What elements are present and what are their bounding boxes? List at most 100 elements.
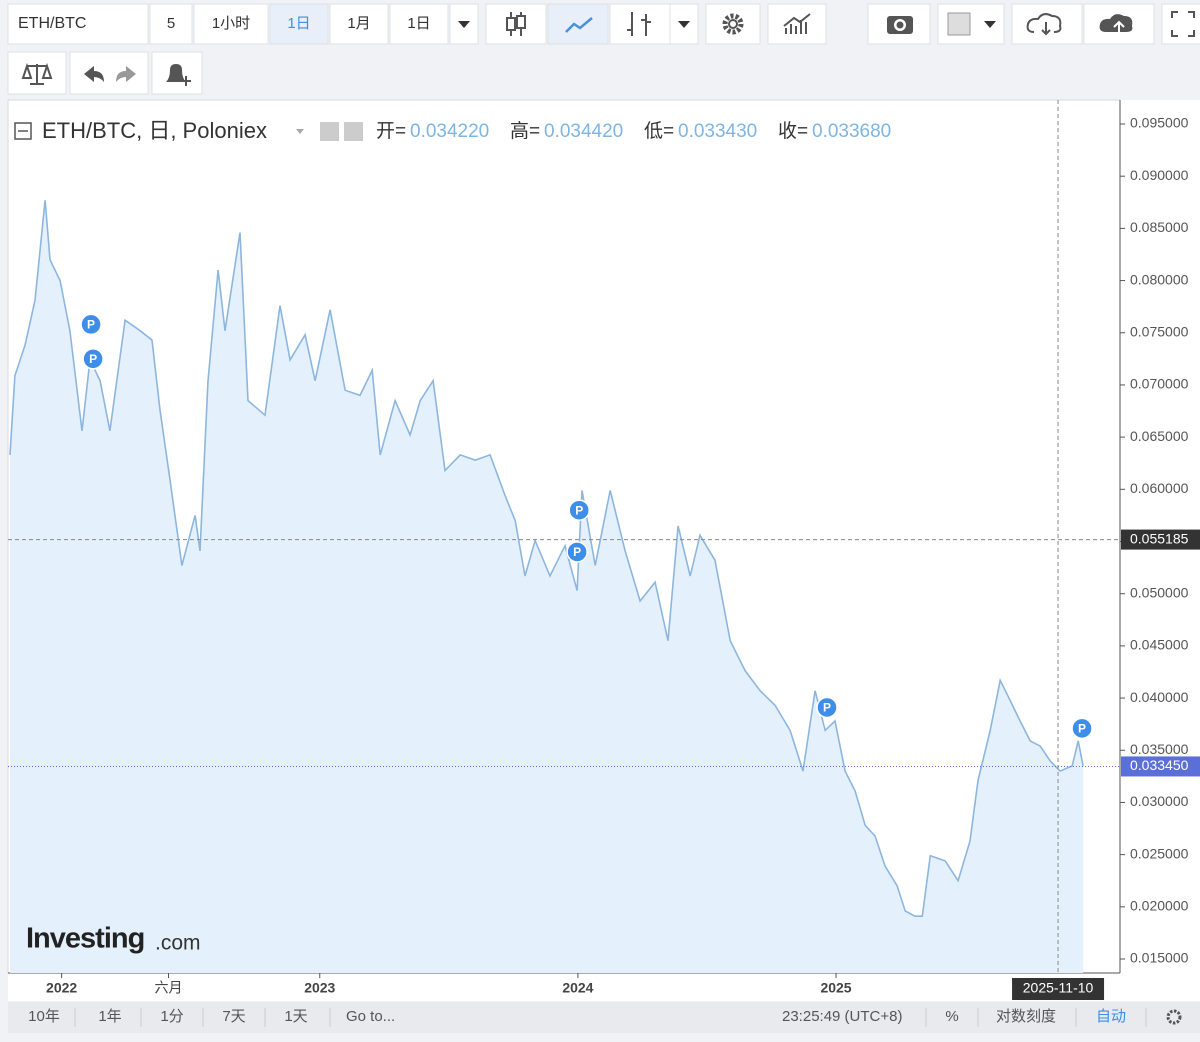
indicators-button[interactable]: [767, 3, 827, 45]
interval-label: 5: [167, 15, 175, 32]
interval-button[interactable]: [389, 3, 449, 45]
settings-icon[interactable]: [344, 122, 363, 141]
interval-button[interactable]: [193, 3, 269, 45]
color-swatch: [947, 12, 971, 36]
bell-icon: [166, 64, 186, 82]
legend-dropdown[interactable]: [296, 129, 304, 134]
y-tick-label: 0.075000: [1130, 323, 1189, 339]
cloud-download-icon: [1026, 13, 1062, 36]
camera-lens-inner: [896, 21, 904, 29]
y-tick-label: 0.095000: [1130, 115, 1189, 131]
interval-button[interactable]: [329, 3, 389, 45]
range-button[interactable]: 1分: [160, 1008, 183, 1025]
watermark-brand: Investing: [26, 923, 144, 955]
y-tick-label: 0.035000: [1130, 741, 1189, 757]
ohlc: 开= 0.034220 高= 0.034420 低= 0.033430 收= 0.033680: [376, 120, 891, 142]
redo-icon: [116, 66, 136, 82]
crosshair-y-label: 0.055185: [1130, 530, 1189, 546]
ohlc-name: 低=: [644, 120, 674, 142]
dropdown-arrow: [458, 21, 470, 28]
collapse-icon[interactable]: [14, 122, 32, 140]
interval-button[interactable]: [149, 3, 193, 45]
y-tick-label: 0.060000: [1130, 480, 1189, 496]
gear-icon: [722, 13, 744, 35]
event-marker-label: P: [89, 352, 97, 366]
y-tick-label: 0.020000: [1130, 898, 1189, 914]
y-tick-label: 0.085000: [1130, 219, 1189, 235]
y-tick-label: 0.015000: [1130, 950, 1189, 966]
line-icon: [565, 17, 593, 33]
range-button[interactable]: 10年: [28, 1008, 60, 1025]
interval-button[interactable]: [269, 3, 329, 45]
clock: 23:25:49 (UTC+8): [782, 1008, 902, 1025]
y-tick-label: 0.050000: [1130, 584, 1189, 600]
y-tick-label: 0.065000: [1130, 428, 1189, 444]
crosshair-y-box: [1121, 529, 1200, 550]
interval-label: 1日: [287, 15, 310, 32]
interval-label: 1小时: [212, 15, 250, 32]
bottom-controls: Go to... 23:25:49 (UTC+8) % 对数刻度 自动 10年 1…: [28, 1008, 1182, 1027]
log-toggle[interactable]: 对数刻度: [996, 1008, 1056, 1025]
event-marker[interactable]: [80, 313, 102, 336]
undo-icon: [84, 66, 104, 82]
x-tick-label: 2023: [304, 980, 335, 996]
event-marker-label: P: [575, 503, 583, 517]
event-marker-label: P: [87, 318, 95, 332]
y-tick-label: 0.030000: [1130, 793, 1189, 809]
undo-redo[interactable]: [69, 51, 149, 95]
x-tick-label: 2025: [820, 980, 851, 996]
crosshair-x-box: [1012, 978, 1105, 1000]
fullscreen-button[interactable]: [1161, 3, 1200, 45]
event-marker[interactable]: [1071, 717, 1093, 740]
upload-arrow: [1113, 20, 1125, 34]
cloud-upload-icon: [1099, 14, 1133, 32]
bars-button[interactable]: [609, 3, 671, 45]
toolbar-row-2: [7, 51, 203, 95]
y-tick-label: 0.040000: [1130, 689, 1189, 705]
toolbar: ETH/BTC 5 1小时 1日 1月 1日: [7, 3, 1200, 45]
watermark-suffix: .com: [155, 932, 201, 955]
legend: ETH/BTC, 日, Poloniex 开= 0.034220 高= 0.03442…: [14, 118, 891, 143]
ohlc-name: 收=: [778, 120, 808, 142]
y-tick-label: 0.045000: [1130, 637, 1189, 653]
crosshair-x-label: 2025-11-10: [1023, 980, 1094, 996]
ohlc-value: 0.033680: [812, 121, 891, 142]
event-marker-label: P: [823, 701, 831, 715]
bottom-settings[interactable]: [1166, 1009, 1182, 1025]
y-tick-label: 0.090000: [1130, 167, 1189, 183]
bars-icon: [627, 12, 651, 36]
plus-icon: [181, 76, 191, 86]
symbol-box[interactable]: [7, 3, 149, 45]
candle-body: [516, 15, 526, 29]
interval-label: 1月: [347, 15, 370, 32]
gear-hole: [728, 19, 738, 29]
scale-icon: [21, 62, 53, 85]
x-tick-label: 2024: [562, 980, 593, 996]
time-axis: [8, 973, 1200, 1001]
event-marker[interactable]: [568, 499, 590, 521]
range-button[interactable]: 7天: [222, 1008, 245, 1025]
last-price-box: [1121, 756, 1200, 777]
auto-toggle[interactable]: 自动: [1096, 1008, 1126, 1025]
percent-toggle[interactable]: %: [945, 1008, 958, 1025]
line-button[interactable]: [547, 3, 609, 45]
candle-body: [506, 17, 516, 31]
y-tick-label: 0.070000: [1130, 376, 1189, 392]
visibility-icon[interactable]: [320, 122, 339, 141]
interval-label: 1日: [407, 15, 430, 32]
range-button[interactable]: 1年: [98, 1008, 121, 1025]
fullscreen-icon: [1171, 11, 1195, 37]
area-fill: [10, 200, 1084, 973]
range-button[interactable]: 1天: [284, 1008, 307, 1025]
goto-button[interactable]: Go to...: [346, 1008, 395, 1025]
event-marker[interactable]: [816, 696, 838, 719]
ohlc-value: 0.034420: [544, 121, 623, 142]
settings-button[interactable]: [705, 3, 761, 45]
ohlc-name: 开=: [376, 121, 406, 142]
plot: 0.015000 0.020000 0.025000 0.030000 0.035000…: [8, 100, 1200, 1000]
y-tick-label: 0.080000: [1130, 271, 1189, 287]
event-marker[interactable]: [82, 348, 104, 370]
event-marker[interactable]: [566, 541, 588, 563]
